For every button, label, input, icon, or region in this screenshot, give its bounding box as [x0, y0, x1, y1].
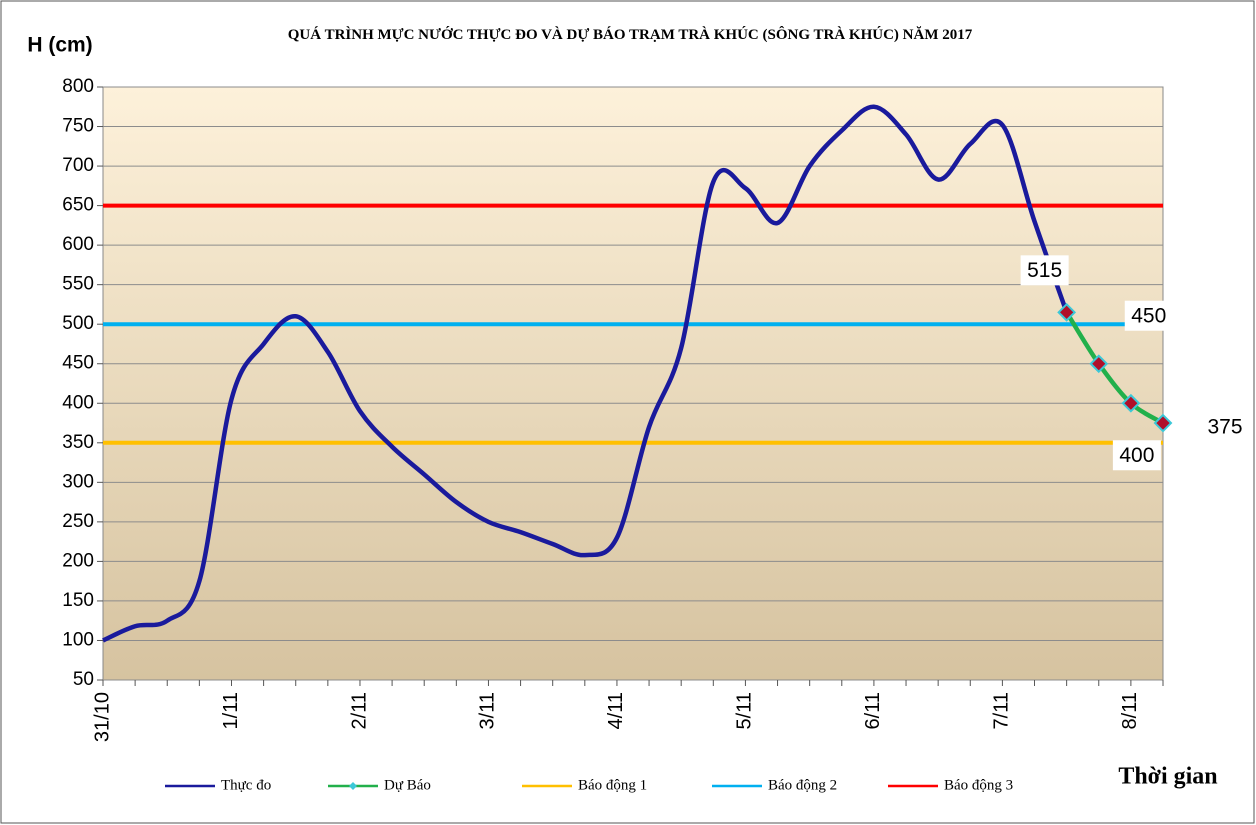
y-tick-label: 300 [62, 471, 94, 492]
legend-label: Thực đo [221, 777, 271, 793]
data-label: 515 [1027, 259, 1062, 282]
y-tick-label: 550 [62, 274, 94, 295]
forecast-marker [1089, 354, 1109, 374]
data-label-box [1020, 255, 1069, 286]
x-tick-label: 8/11 [1119, 692, 1141, 729]
y-tick-label: 250 [62, 511, 94, 532]
data-label-box [1201, 412, 1249, 443]
legend-label: Báo động 1 [578, 777, 647, 793]
y-tick-label: 50 [73, 669, 94, 690]
legend-marker [349, 782, 357, 790]
y-tick-label: 800 [62, 76, 94, 97]
y-tick-label: 600 [62, 234, 94, 255]
data-label-box [1112, 440, 1161, 471]
y-tick-label: 350 [62, 432, 94, 453]
plot-area [102, 86, 1164, 681]
series-line [102, 104, 1069, 643]
x-tick-label: 3/11 [477, 692, 499, 729]
y-tick-label: 100 [62, 629, 94, 650]
x-tick-label: 31/10 [91, 692, 113, 742]
chart-title: QUÁ TRÌNH MỰC NƯỚC THỰC ĐO VÀ DỰ BÁO TRẠ… [287, 27, 973, 43]
legend-label: Dự Báo [384, 777, 431, 793]
forecast-marker [1057, 302, 1077, 322]
x-tick-label: 5/11 [734, 692, 756, 729]
x-tick-label: 4/11 [605, 692, 627, 729]
y-tick-label: 450 [62, 353, 94, 374]
x-tick-label: 2/11 [348, 692, 370, 729]
y-tick-label: 650 [62, 195, 94, 216]
data-label: 400 [1119, 444, 1154, 467]
data-label-box [1124, 300, 1173, 331]
legend-label: Báo động 2 [768, 777, 837, 793]
x-axis-label: Thời gian [1118, 764, 1217, 790]
x-tick-label: 7/11 [991, 692, 1013, 729]
data-label: 450 [1131, 304, 1166, 327]
series-line [1064, 311, 1165, 425]
y-tick-label: 750 [62, 116, 94, 137]
data-label: 375 [1207, 416, 1242, 439]
y-tick-label: 400 [62, 392, 94, 413]
legend-label: Báo động 3 [944, 777, 1013, 793]
x-tick-label: 6/11 [862, 692, 884, 729]
forecast-marker [1121, 393, 1141, 413]
y-tick-label: 150 [62, 590, 94, 611]
y-axis-label: H (cm) [27, 34, 92, 57]
forecast-marker [1153, 413, 1173, 433]
y-tick-label: 200 [62, 550, 94, 571]
y-tick-label: 500 [62, 313, 94, 334]
x-tick-label: 1/11 [220, 692, 242, 729]
y-tick-label: 700 [62, 155, 94, 176]
